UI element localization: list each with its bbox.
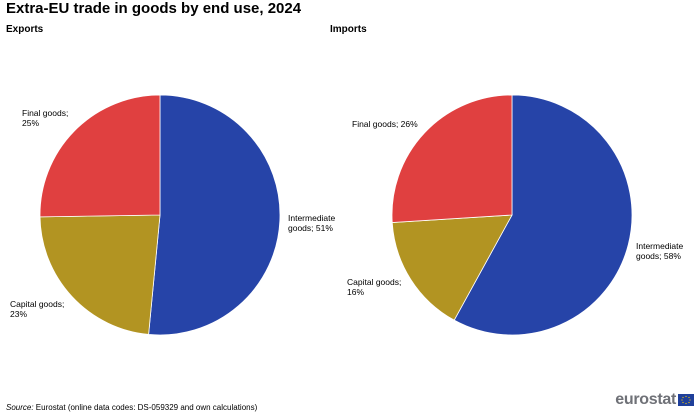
source-note: Source: Eurostat (online data codes: DS-… (6, 403, 257, 412)
eu-flag-icon (678, 394, 694, 406)
slice-label-exports-intermediate-goods: Intermediate goods; 51% (288, 213, 336, 233)
pie-slice-imports-final-goods (391, 94, 513, 223)
chart-title: Extra-EU trade in goods by end use, 2024 (6, 0, 302, 17)
slice-label-imports-intermediate-goods: Intermediate goods; 58% (636, 241, 684, 261)
imports-panel-title: Imports (330, 24, 367, 35)
pie-slice-imports-intermediate-goods (453, 94, 633, 336)
slice-label-imports-final-goods: Final goods; 26% (352, 119, 418, 129)
slice-label-exports-final-goods: Final goods; 25% (22, 108, 68, 128)
source-label: Source: (6, 403, 34, 412)
pie-slice-imports-capital-goods (391, 214, 513, 321)
source-text: Eurostat (online data codes: DS-059329 a… (33, 403, 258, 412)
pie-slice-exports-capital-goods (39, 214, 161, 335)
exports-panel-title: Exports (6, 24, 44, 35)
pie-slice-exports-final-goods (39, 94, 161, 218)
pie-slice-exports-intermediate-goods (148, 94, 281, 336)
logo-text: eurostat (615, 391, 676, 408)
eurostat-logo: eurostat (615, 391, 694, 409)
slice-label-imports-capital-goods: Capital goods; 16% (347, 277, 401, 297)
slice-label-exports-capital-goods: Capital goods; 23% (10, 299, 64, 319)
